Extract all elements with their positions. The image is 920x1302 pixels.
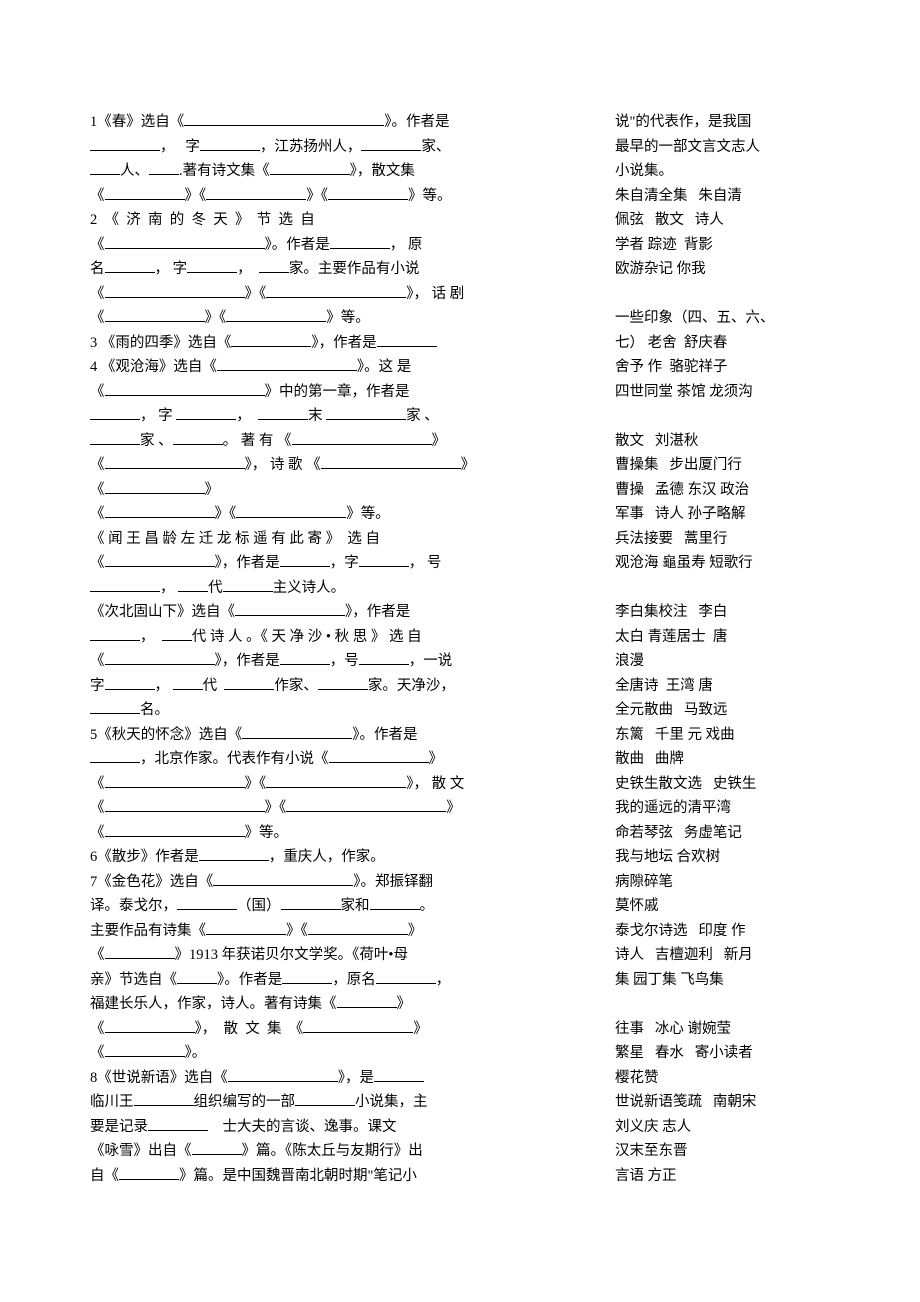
text-line: 《》， 诗 歌 《》: [90, 453, 585, 478]
text-line: 3 《雨的四季》选自《》，作者是: [90, 331, 585, 356]
answer-line: 东篱 千里 元 戏曲: [615, 723, 825, 748]
text-line: 《》《》等。: [90, 502, 585, 527]
text-line: ， 代 诗 人 。《 天 净 沙 • 秋 思 》 选 自: [90, 625, 585, 650]
answer-line: 散文 刘湛秋: [615, 429, 825, 454]
answer-line: 学者 踪迹 背影: [615, 233, 825, 258]
answer-line: 朱自清全集 朱自清: [615, 184, 825, 209]
answer-line: [615, 576, 825, 601]
text-line: 名， 字， 家。主要作品有小说: [90, 257, 585, 282]
answer-line: 我与地坛 合欢树: [615, 845, 825, 870]
text-line: 《》，作者是，字， 号: [90, 551, 585, 576]
answer-line: 军事 诗人 孙子略解: [615, 502, 825, 527]
answer-line: 曹操 孟德 东汉 政治: [615, 478, 825, 503]
answer-line: 诗人 吉檀迦利 新月: [615, 943, 825, 968]
answer-line: 世说新语笺疏 南朝宋: [615, 1090, 825, 1115]
text-line: 《》《》， 话 剧: [90, 282, 585, 307]
answer-line: 七） 老舍 舒庆春: [615, 331, 825, 356]
answer-line: 曹操集 步出厦门行: [615, 453, 825, 478]
text-line: 福建长乐人，作家，诗人。著有诗集《》: [90, 992, 585, 1017]
text-line: 《》《》等。: [90, 306, 585, 331]
text-line: 4 《观沧海》选自《》。这 是: [90, 355, 585, 380]
text-line: 《》， 散 文 集 《》: [90, 1017, 585, 1042]
text-line: 临川王组织编写的一部小说集，主: [90, 1090, 585, 1115]
answer-line: 浪漫: [615, 649, 825, 674]
text-line: 《》。: [90, 1041, 585, 1066]
answer-line: 全元散曲 马致远: [615, 698, 825, 723]
text-line: 《 闻 王 昌 龄 左 迁 龙 标 遥 有 此 寄 》 选 自: [90, 527, 585, 552]
document-page: 1《春》选自《》。作者是 ， 字，江苏扬州人，家、 人、.著有诗文集《》，散文集…: [90, 110, 830, 1188]
answer-line: 史铁生散文选 史铁生: [615, 772, 825, 797]
text-line: 要是记录 士大夫的言谈、逸事。课文: [90, 1115, 585, 1140]
text-line: ，北京作家。代表作有小说《》: [90, 747, 585, 772]
answer-line: 集 园丁集 飞鸟集: [615, 968, 825, 993]
answer-line: 往事 冰心 谢婉莹: [615, 1017, 825, 1042]
answer-line: 散曲 曲牌: [615, 747, 825, 772]
text-line: ， 代主义诗人。: [90, 576, 585, 601]
text-line: 自《》篇。是中国魏晋南北朝时期"笔记小: [90, 1164, 585, 1189]
answer-line: 最早的一部文言文志人: [615, 135, 825, 160]
text-line: ， 字 ， 末 家 、: [90, 404, 585, 429]
text-line: 《》《》《》等。: [90, 184, 585, 209]
text-line: 6《散步》作者是，重庆人，作家。: [90, 845, 585, 870]
text-line: 《咏雪》出自《》篇。《陈太丘与友期行》出: [90, 1139, 585, 1164]
text-line: 人、.著有诗文集《》，散文集: [90, 159, 585, 184]
text-line: 《》，作者是，号，一说: [90, 649, 585, 674]
text-line: 名。: [90, 698, 585, 723]
answer-line: 观沧海 龜虽寿 短歌行: [615, 551, 825, 576]
text-line: 《》。作者是， 原: [90, 233, 585, 258]
answer-line: 四世同堂 茶馆 龙须沟: [615, 380, 825, 405]
text-line: 7《金色花》选自《》。郑振铎翻: [90, 870, 585, 895]
text-line: 译。泰戈尔，（国）家和。: [90, 894, 585, 919]
answer-line: 全唐诗 王湾 唐: [615, 674, 825, 699]
answer-line: 莫怀戚: [615, 894, 825, 919]
answer-line: [615, 282, 825, 307]
answer-line: 我的遥远的清平湾: [615, 796, 825, 821]
answer-line: 繁星 春水 寄小读者: [615, 1041, 825, 1066]
text-line: 《》《》， 散 文: [90, 772, 585, 797]
text-line: ， 字，江苏扬州人，家、: [90, 135, 585, 160]
answer-line: 刘义庆 志人: [615, 1115, 825, 1140]
answer-line: 兵法接要 蒿里行: [615, 527, 825, 552]
answer-line: 佩弦 散文 诗人: [615, 208, 825, 233]
left-column: 1《春》选自《》。作者是 ， 字，江苏扬州人，家、 人、.著有诗文集《》，散文集…: [90, 110, 585, 1188]
text-line: 《》1913 年获诺贝尔文学奖。《荷叶•母: [90, 943, 585, 968]
answer-line: 泰戈尔诗选 印度 作: [615, 919, 825, 944]
text-line: 8《世说新语》选自《》，是: [90, 1066, 585, 1091]
text-line: 家 、。 著 有 《》: [90, 429, 585, 454]
answer-line: [615, 992, 825, 1017]
answer-line: 命若琴弦 务虚笔记: [615, 821, 825, 846]
answer-line: 一些印象（四、五、六、: [615, 306, 825, 331]
text-line: 《》中的第一章，作者是: [90, 380, 585, 405]
answer-line: 说"的代表作，是我国: [615, 110, 825, 135]
text-line: 主要作品有诗集《》《》: [90, 919, 585, 944]
answer-line: 李白集校注 李白: [615, 600, 825, 625]
text-line: 《次北固山下》选自《》，作者是: [90, 600, 585, 625]
text-line: 1《春》选自《》。作者是: [90, 110, 585, 135]
text-line: 2 《 济 南 的 冬 天 》 节 选 自: [90, 208, 585, 233]
text-line: 《》《》: [90, 796, 585, 821]
text-line: 《》等。: [90, 821, 585, 846]
answer-line: 樱花赞: [615, 1066, 825, 1091]
answer-line: [615, 404, 825, 429]
answer-line: 汉末至东晋: [615, 1139, 825, 1164]
right-column: 说"的代表作，是我国 最早的一部文言文志人 小说集。 朱自清全集 朱自清 佩弦 …: [615, 110, 825, 1188]
answer-line: 太白 青莲居士 唐: [615, 625, 825, 650]
answer-line: 病隙碎笔: [615, 870, 825, 895]
answer-line: 小说集。: [615, 159, 825, 184]
answer-line: 欧游杂记 你我: [615, 257, 825, 282]
text-line: 亲》节选自《》。作者是，原名，: [90, 968, 585, 993]
text-line: 《》: [90, 478, 585, 503]
answer-line: 言语 方正: [615, 1164, 825, 1189]
answer-line: 舍予 作 骆驼祥子: [615, 355, 825, 380]
text-line: 字， 代 作家、家。天净沙，: [90, 674, 585, 699]
text-line: 5《秋天的怀念》选自《》。作者是: [90, 723, 585, 748]
